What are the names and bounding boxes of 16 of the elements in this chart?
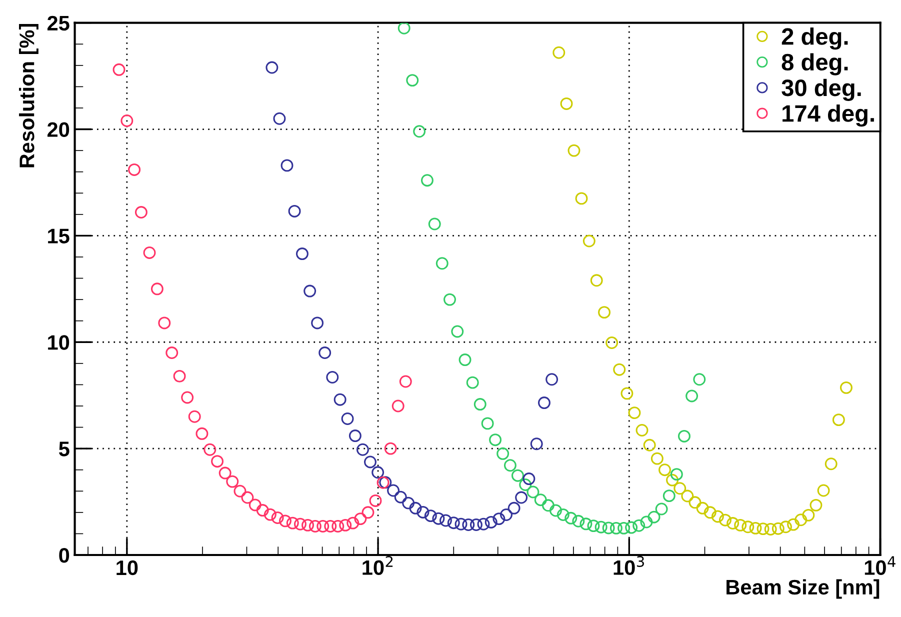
legend-label: 174 deg. (782, 104, 874, 127)
y-axis-title: Resolution [%] (18, 24, 38, 168)
y-tick-label: 5 (58, 442, 70, 456)
y-tick-label: 15 (48, 228, 70, 244)
x-tick-label: 10$^{3}$ (614, 556, 644, 575)
legend-label: 2 deg. (782, 28, 848, 50)
x-tick-label: 10$^{2}$ (362, 556, 393, 575)
legend-label: 30 deg. (782, 78, 861, 101)
y-tick-label: 10 (48, 335, 70, 350)
x-tick-label: 10$^{4}$ (864, 556, 896, 576)
legend-label: 8 deg. (782, 53, 848, 76)
y-tick-label: 25 (47, 16, 70, 31)
x-tick-label: 10 (116, 560, 138, 576)
x-axis-title: Beam Size [nm] (726, 579, 880, 599)
y-tick-label: 0 (59, 548, 70, 563)
y-tick-label: 20 (47, 122, 70, 138)
